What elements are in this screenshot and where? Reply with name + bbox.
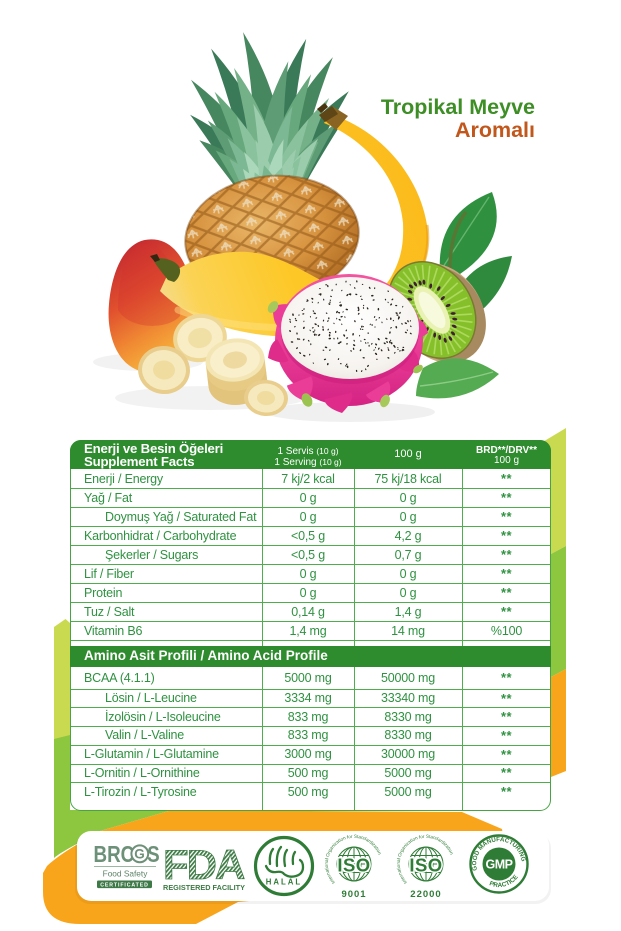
svg-text:S: S — [147, 841, 160, 868]
svg-text:Food Safety: Food Safety — [103, 869, 149, 879]
svg-text:G: G — [134, 847, 145, 862]
svg-text:HALAL: HALAL — [266, 878, 302, 887]
svg-text:22000: 22000 — [410, 889, 441, 900]
svg-text:CERTIFICATED: CERTIFICATED — [100, 882, 148, 888]
svg-text:ISO: ISO — [409, 855, 442, 876]
svg-text:FDA: FDA — [163, 841, 245, 888]
svg-text:BRC: BRC — [94, 841, 135, 868]
svg-text:REGISTERED FACILITY: REGISTERED FACILITY — [163, 883, 245, 892]
svg-text:9001: 9001 — [341, 889, 366, 900]
svg-text:ISO: ISO — [337, 855, 370, 876]
svg-text:GMP: GMP — [486, 858, 513, 872]
